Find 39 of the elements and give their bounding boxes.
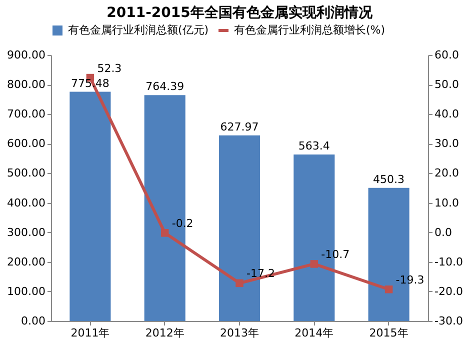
legend-label: 有色金属行业利润总额增长(%) [234,24,386,36]
x-tick-label: 2013年 [220,326,259,340]
y2-tick-label: 10.0 [434,196,459,210]
data-label: 764.39 [146,80,184,94]
y2-tick-label: 40.0 [434,108,459,121]
data-label: 563.4 [298,139,330,152]
x-tick-label: 2011年 [70,326,110,340]
point [236,279,244,288]
x-tick-label: 2015年 [369,326,408,340]
point [384,286,393,294]
y-tick-label: 300.00 [7,226,46,239]
y2-tick-label: 20.0 [434,166,459,180]
y-tick-label: 400.00 [7,196,46,210]
y2-tick-label: 50.0 [434,78,459,92]
y-tick-label: 600.00 [7,137,46,150]
y2-tick-label: 0.0 [434,226,452,239]
y2-tick-label: -20.0 [434,284,463,298]
y-tick-label: 700.00 [7,108,46,121]
y2-tick-label: -30.0 [434,314,463,328]
y-tick-label: 100.00 [7,284,46,298]
y-tick-label: 900.00 [7,48,46,62]
bar [70,92,111,321]
data-label: 450.3 [373,172,405,186]
point [310,260,318,268]
y-tick-label: 0.00 [21,314,46,328]
y2-tick-label: 60.0 [434,48,459,62]
point [160,229,169,237]
legend-label: 有色金属行业利润总额(亿元) [68,24,209,36]
x-tick-label: 2014年 [294,326,334,340]
data-label: 52.3 [97,62,122,75]
y2-tick-label: 30.0 [434,137,459,150]
chart-title: 2011-2015年全国有色金属实现利润情况 [106,4,374,21]
y-tick-label: 200.00 [7,255,46,268]
data-label: -17.2 [246,267,275,280]
data-label: 627.97 [220,120,259,134]
y-tick-label: 800.00 [7,78,46,92]
y-tick-label: 500.00 [7,166,46,180]
x-tick-label: 2012年 [145,326,184,340]
y2-tick-label: -10.0 [434,255,463,268]
